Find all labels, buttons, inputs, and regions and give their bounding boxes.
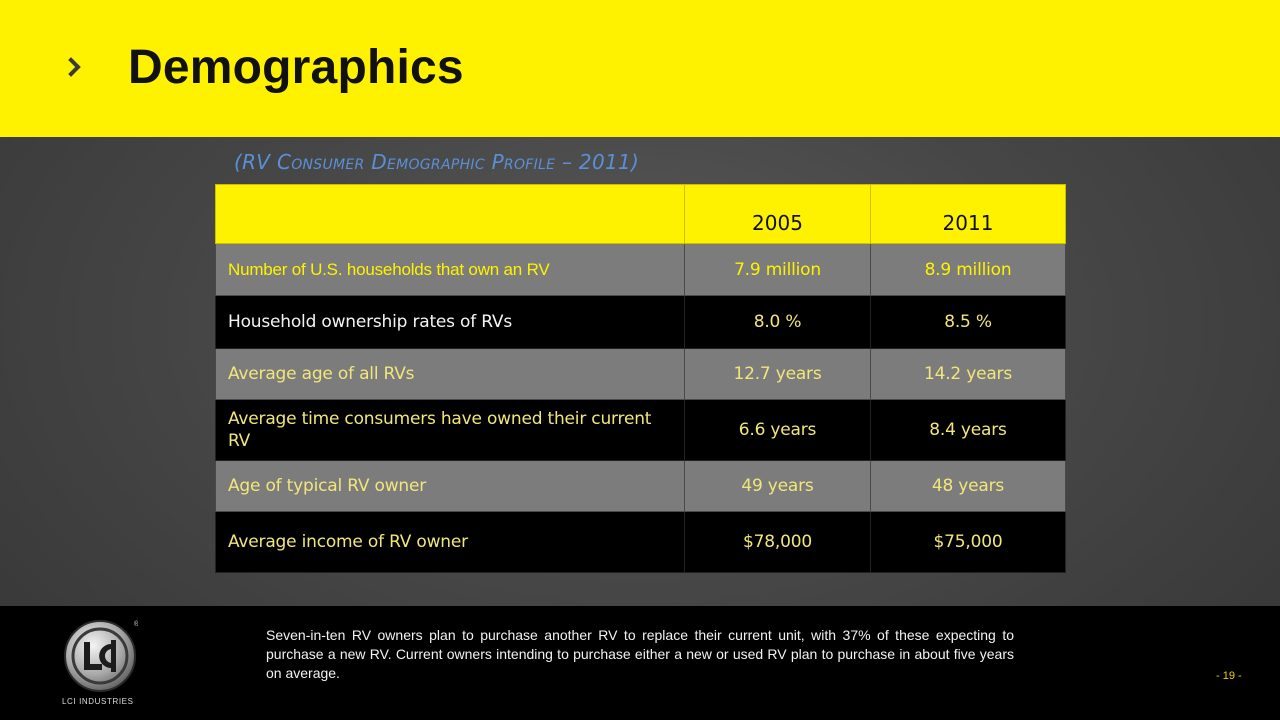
value-2005: 12.7 years (684, 348, 871, 400)
value-2011: 8.9 million (870, 243, 1066, 296)
value-2011: 8.5 % (870, 295, 1066, 349)
table-row: Average income of RV owner $78,000 $75,0… (215, 511, 1066, 573)
table-header-row: 2005 2011 (215, 184, 1066, 244)
svg-text:®: ® (134, 620, 138, 628)
table-row: Age of typical RV owner 49 years 48 year… (215, 460, 1066, 512)
table-row: Average age of all RVs 12.7 years 14.2 y… (215, 348, 1066, 400)
value-2005: 6.6 years (684, 399, 871, 461)
column-header-2005: 2005 (684, 184, 871, 244)
value-2005: 7.9 million (684, 243, 871, 296)
column-header-2011: 2011 (870, 184, 1066, 244)
row-label: Household ownership rates of RVs (215, 295, 685, 349)
footnote-text: Seven-in-ten RV owners plan to purchase … (266, 627, 1014, 681)
table-row: Average time consumers have owned their … (215, 399, 1066, 461)
value-2011: 8.4 years (870, 399, 1066, 461)
chevron-right-icon (68, 57, 81, 77)
value-2011: 48 years (870, 460, 1066, 512)
row-label: Average income of RV owner (215, 511, 685, 573)
value-2011: 14.2 years (870, 348, 1066, 400)
row-label: Average age of all RVs (215, 348, 685, 400)
footer-bar (0, 606, 1280, 720)
header-bar: Demographics (0, 0, 1280, 137)
page-number: - 19 - (1216, 670, 1242, 682)
demographics-table: 2005 2011 Number of U.S. households that… (215, 184, 1066, 573)
row-label: Average time consumers have owned their … (215, 399, 685, 461)
page-title: Demographics (128, 41, 464, 94)
lci-logo-icon: ® (64, 620, 138, 692)
table-row: Number of U.S. households that own an RV… (215, 243, 1066, 296)
value-2005: 8.0 % (684, 295, 871, 349)
value-2005: 49 years (684, 460, 871, 512)
row-label: Age of typical RV owner (215, 460, 685, 512)
table-subtitle: (RV Consumer Demographic Profile – 2011) (234, 150, 640, 174)
logo-text: LCI INDUSTRIES (62, 697, 134, 706)
value-2011: $75,000 (870, 511, 1066, 573)
row-label: Number of U.S. households that own an RV (215, 243, 685, 296)
table-row: Household ownership rates of RVs 8.0 % 8… (215, 295, 1066, 349)
column-header-label (215, 184, 685, 244)
value-2005: $78,000 (684, 511, 871, 573)
